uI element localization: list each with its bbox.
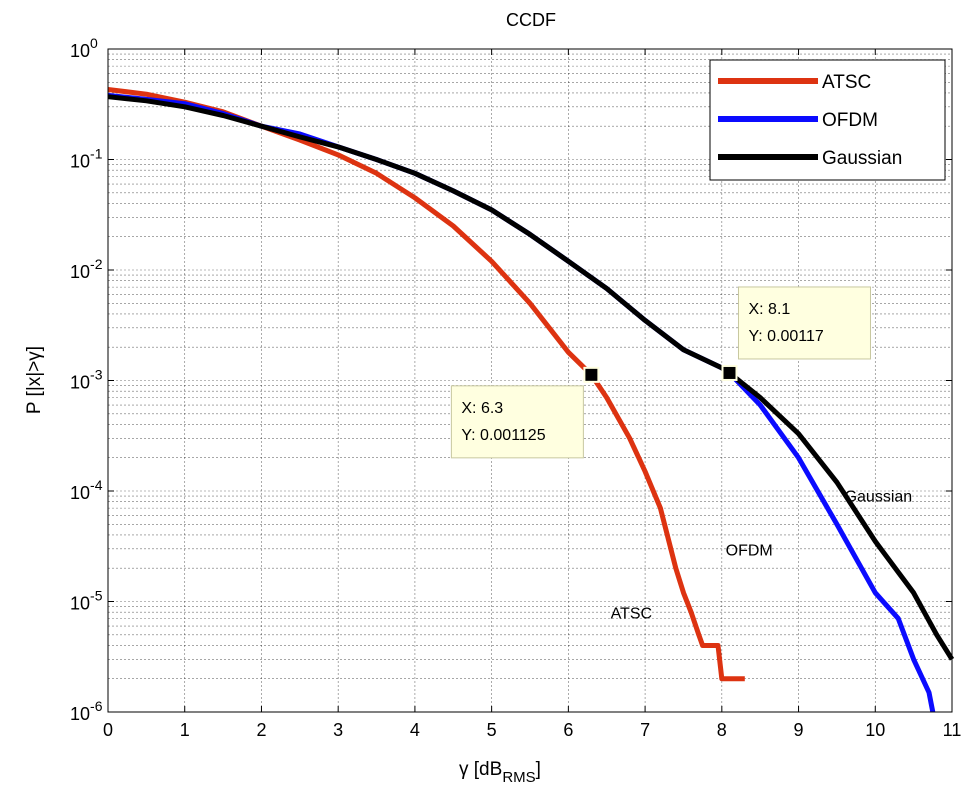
y-tick-label: 10-4 bbox=[70, 477, 103, 503]
data-tip-box bbox=[737, 286, 871, 360]
x-tick-label: 0 bbox=[103, 720, 113, 740]
y-axis-label: P [|x|>γ] bbox=[24, 346, 45, 414]
data-tip-x: X: 8.1 bbox=[748, 301, 790, 318]
series-line-gaussian bbox=[107, 94, 955, 661]
axis-ticks: 0 1 2 3 4 5 6 7 8 9 10 11 100 10-1 10-2 10-3 10-4 10-5 10-… bbox=[70, 35, 961, 740]
y-tick-label: 10-6 bbox=[70, 698, 103, 724]
x-tick-label: 1 bbox=[180, 720, 190, 740]
curve-label: Gaussian bbox=[845, 489, 913, 506]
y-tick-label: 10-2 bbox=[70, 256, 103, 282]
y-tick-label: 10-1 bbox=[70, 146, 103, 172]
x-tick-label: 8 bbox=[717, 720, 727, 740]
data-tip-x: X: 6.3 bbox=[461, 400, 503, 417]
x-axis-label-main: γ [dB bbox=[459, 759, 502, 780]
x-tick-label: 11 bbox=[943, 720, 962, 740]
data-tip-y: Y: 0.001125 bbox=[461, 427, 545, 444]
x-axis-label: γ [dBRMS] bbox=[459, 759, 541, 786]
y-tick-label: 10-3 bbox=[70, 367, 103, 393]
data-tip-y: Y: 0.00117 bbox=[748, 328, 823, 345]
legend: ATSC OFDM Gaussian bbox=[709, 59, 946, 181]
plot-frame bbox=[107, 48, 953, 713]
chart-title: CCDF bbox=[506, 10, 556, 30]
y-tick-label: 10-5 bbox=[70, 588, 103, 614]
annotations: Gaussian OFDM ATSC X: 6.3 Y: 0.001125 X: 8.1 Y… bbox=[450, 286, 913, 623]
legend-label: Gaussian bbox=[822, 148, 902, 169]
data-tip-marker bbox=[583, 366, 600, 383]
x-tick-label: 5 bbox=[487, 720, 497, 740]
x-tick-label: 10 bbox=[865, 720, 885, 740]
x-tick-label: 4 bbox=[410, 720, 420, 740]
curve-label: OFDM bbox=[726, 543, 773, 560]
data-tip-box bbox=[450, 385, 584, 459]
legend-label: ATSC bbox=[822, 72, 871, 93]
x-tick-label: 3 bbox=[333, 720, 343, 740]
x-axis-label-sub: RMS bbox=[502, 769, 535, 786]
x-tick-label: 7 bbox=[640, 720, 650, 740]
y-tick-label: 100 bbox=[70, 35, 98, 61]
legend-label: OFDM bbox=[822, 110, 878, 131]
x-tick-label: 6 bbox=[563, 720, 573, 740]
data-tip-marker bbox=[721, 364, 738, 381]
curve-label: ATSC bbox=[611, 606, 652, 623]
x-tick-label: 9 bbox=[794, 720, 804, 740]
x-axis-label-end: ] bbox=[536, 759, 541, 780]
x-tick-label: 2 bbox=[256, 720, 266, 740]
